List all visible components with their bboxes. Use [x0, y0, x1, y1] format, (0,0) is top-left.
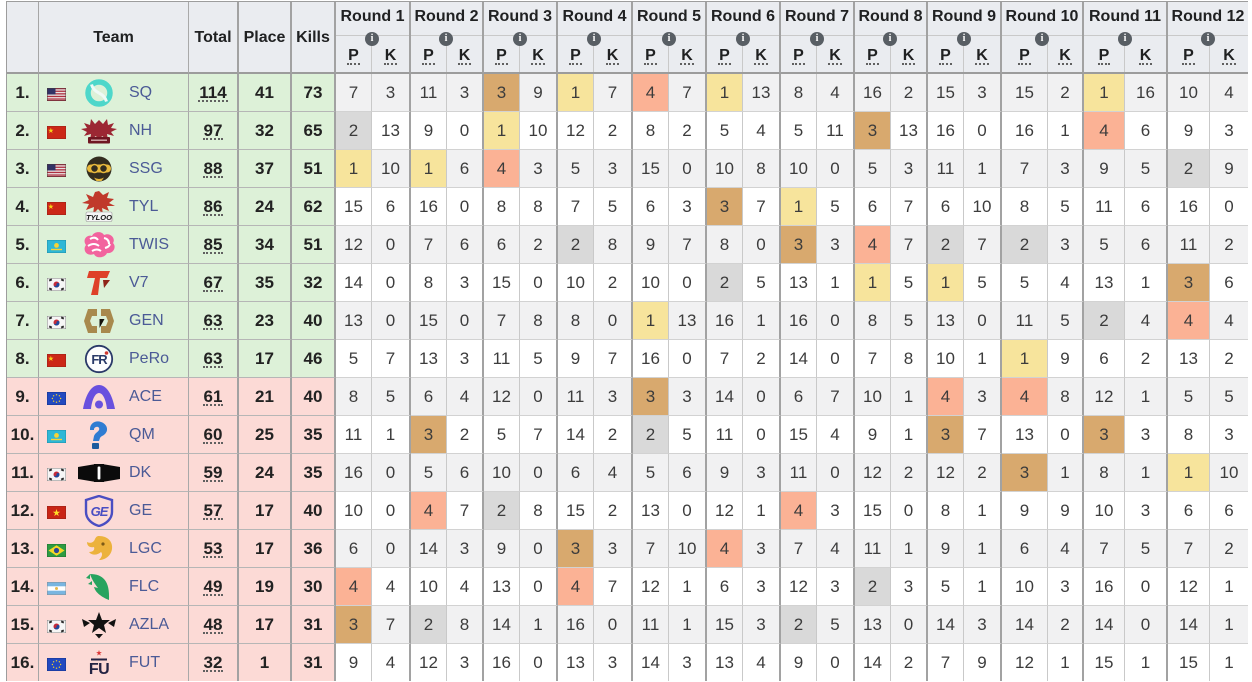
svg-text:FR: FR: [91, 352, 108, 367]
svg-text:FU: FU: [89, 661, 109, 678]
svg-text:GE: GE: [91, 504, 109, 519]
svg-text:TYLOO: TYLOO: [86, 212, 112, 221]
